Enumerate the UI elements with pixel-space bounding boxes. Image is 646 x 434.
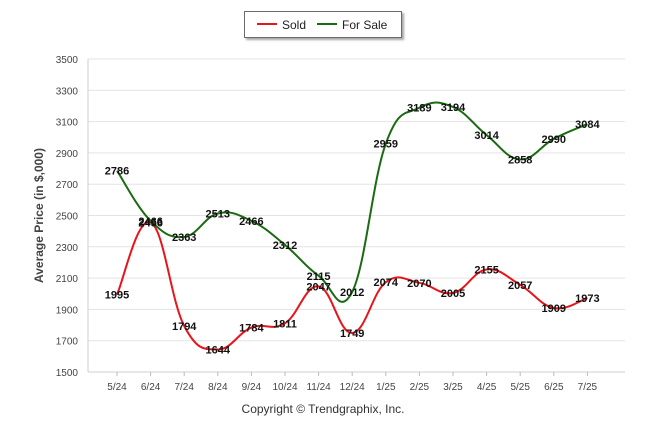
y-tick-label: 2500 (56, 212, 79, 223)
data-label-for-sale: 2513 (206, 208, 230, 220)
data-label-sold: 2155 (474, 264, 498, 276)
data-label-for-sale: 2466 (239, 216, 263, 228)
y-tick-label: 2700 (56, 180, 79, 191)
legend-item-sold: Sold (257, 18, 306, 32)
data-label-for-sale: 2312 (273, 240, 297, 252)
x-tick-label: 5/24 (107, 382, 127, 393)
x-tick-label: 6/24 (141, 382, 161, 393)
x-tick-label: 6/25 (544, 382, 564, 393)
y-tick-label: 1700 (56, 337, 79, 348)
y-tick-label: 2100 (56, 274, 79, 285)
data-label-sold: 2047 (306, 281, 330, 293)
data-label-for-sale: 2786 (105, 166, 129, 178)
data-label-sold: 2070 (407, 278, 431, 290)
data-label-for-sale: 3189 (407, 103, 431, 115)
x-tick-label: 4/25 (477, 382, 497, 393)
data-label-for-sale: 3084 (575, 119, 600, 131)
x-tick-label: 8/24 (208, 382, 228, 393)
data-label-sold: 2057 (508, 280, 532, 292)
data-label-sold: 1995 (105, 290, 129, 302)
series-line-sold (116, 221, 588, 351)
x-tick-label: 3/25 (443, 382, 463, 393)
x-tick-label: 7/25 (578, 382, 598, 393)
legend-swatch-sold (257, 22, 277, 25)
data-label-for-sale: 3194 (441, 102, 466, 114)
data-label-sold: 2005 (441, 288, 465, 300)
data-label-for-sale: 2990 (542, 134, 566, 146)
y-tick-label: 2900 (56, 149, 79, 160)
data-label-sold: 1749 (340, 328, 364, 340)
data-label-for-sale: 3014 (474, 130, 499, 142)
y-tick-label: 3300 (56, 86, 79, 97)
x-tick-label: 11/24 (306, 382, 331, 393)
x-tick-label: 1/25 (376, 382, 396, 393)
data-label-sold: 1973 (575, 293, 599, 305)
data-label-sold: 1784 (239, 323, 264, 335)
y-tick-label: 1900 (56, 305, 79, 316)
y-axis-title: Average Price (in $,000) (32, 148, 46, 283)
data-label-for-sale: 2959 (374, 139, 398, 151)
data-label-sold: 2074 (374, 277, 399, 289)
data-label-for-sale: 2115 (307, 271, 331, 283)
legend-item-for-sale: For Sale (317, 18, 387, 32)
legend-label-for-sale: For Sale (342, 18, 388, 32)
data-label-sold: 1909 (542, 303, 566, 315)
y-tick-label: 3100 (56, 118, 79, 129)
x-tick-label: 10/24 (272, 382, 297, 393)
copyright-text: Copyright © Trendgraphix, Inc. (241, 402, 405, 416)
legend-swatch-for-sale (317, 22, 337, 25)
y-tick-label: 3500 (56, 55, 79, 66)
series-line-for-sale (116, 101, 588, 303)
data-label-for-sale: 2012 (340, 287, 364, 299)
data-label-sold: 2456 (138, 217, 162, 229)
x-tick-label: 5/25 (510, 382, 530, 393)
x-tick-label: 2/25 (410, 382, 430, 393)
x-tick-label: 7/24 (174, 382, 194, 393)
x-tick-label: 9/24 (242, 382, 262, 393)
y-tick-label: 2300 (56, 243, 79, 254)
data-label-for-sale: 2858 (508, 154, 532, 166)
data-label-for-sale: 2363 (172, 232, 196, 244)
data-label-sold: 1794 (172, 321, 197, 333)
legend-label-sold: Sold (282, 18, 307, 32)
x-tick-label: 12/24 (340, 382, 365, 393)
y-tick-label: 1500 (56, 368, 79, 379)
data-label-for-sale: 2466 (138, 216, 162, 228)
chart-legend: Sold For Sale (244, 11, 402, 38)
data-label-sold: 1644 (206, 344, 231, 356)
data-label-sold: 1811 (273, 318, 297, 330)
